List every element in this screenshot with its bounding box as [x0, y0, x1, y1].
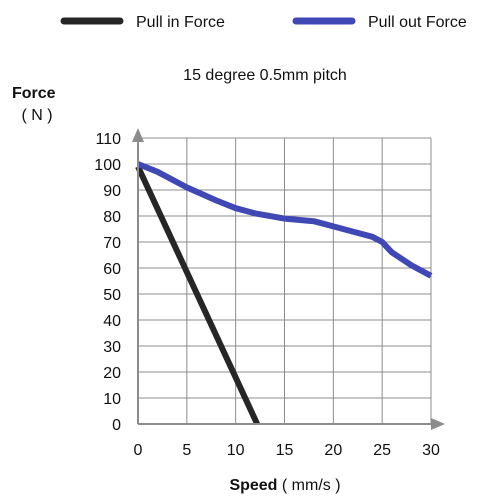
legend-label: Pull in Force — [136, 14, 225, 31]
series-layer — [135, 161, 433, 426]
x-axis-arrow — [431, 418, 445, 430]
x-tick-label: 10 — [227, 442, 245, 459]
series-line-pull-in-force — [135, 165, 260, 426]
series-line-pull-out-force — [136, 161, 433, 279]
x-axis-label-unit: ( mm/s ) — [277, 477, 340, 494]
chart-title: 15 degree 0.5mm pitch — [183, 67, 347, 84]
y-tick-label: 50 — [103, 287, 121, 304]
y-tick-label: 110 — [95, 131, 121, 148]
y-tick-label: 60 — [103, 261, 121, 278]
x-axis-label-bold: Speed — [229, 477, 277, 494]
x-tick-label: 30 — [422, 442, 440, 459]
x-tick-label: 15 — [276, 442, 294, 459]
x-tick-label: 20 — [324, 442, 342, 459]
x-tick-label: 25 — [373, 442, 391, 459]
tick-labels: 0 10 20 30 40 50 60 70 80 90 100 110 0 5 10 15 20 25 30 — [94, 131, 440, 459]
legend-label: Pull out Force — [368, 14, 467, 31]
y-tick-label: 80 — [103, 209, 121, 226]
y-axis-arrow — [132, 128, 144, 142]
y-tick-label: 100 — [94, 157, 121, 174]
y-tick-label: 20 — [103, 365, 121, 382]
axes — [132, 128, 445, 430]
x-axis-label: Speed ( mm/s ) — [229, 477, 340, 494]
y-axis-label: Force — [12, 85, 56, 102]
y-tick-label: 30 — [103, 339, 121, 356]
x-tick-label: 0 — [134, 442, 143, 459]
grid — [137, 137, 432, 425]
y-axis-unit: ( N ) — [21, 107, 52, 124]
y-tick-label: 40 — [103, 313, 121, 330]
y-tick-label: 70 — [103, 235, 121, 252]
y-tick-label: 0 — [112, 417, 121, 434]
y-tick-label: 90 — [103, 183, 121, 200]
y-tick-label: 10 — [103, 391, 121, 408]
legend: Pull in Force Pull out Force — [60, 14, 467, 31]
x-tick-label: 5 — [182, 442, 191, 459]
